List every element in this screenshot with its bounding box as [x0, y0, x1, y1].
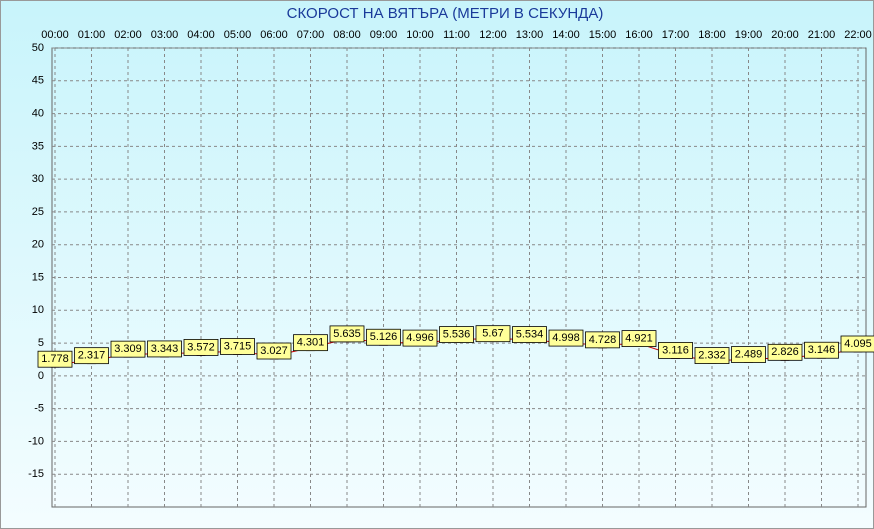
value-label: 4.921 [625, 332, 653, 344]
x-tick-label: 04:00 [187, 29, 215, 41]
chart-title: СКОРОСТ НА ВЯТЪРА (МЕТРИ В СЕКУНДА) [287, 5, 604, 22]
value-label-box [585, 331, 620, 349]
value-label-box [366, 328, 401, 346]
value-label-box [512, 326, 547, 343]
value-label: 4.728 [589, 334, 617, 346]
value-label: 5.67 [482, 328, 503, 340]
x-tick-label: 18:00 [698, 29, 726, 41]
value-label-box [256, 342, 292, 360]
value-label: 4.301 [297, 337, 325, 349]
y-tick-label: -15 [28, 468, 44, 480]
value-label-box [293, 334, 328, 352]
x-tick-label: 14:00 [552, 29, 580, 41]
value-label-box [658, 342, 693, 359]
y-tick-label: 45 [32, 75, 44, 87]
value-label: 5.536 [443, 328, 471, 340]
value-label: 3.027 [260, 345, 288, 357]
value-label: 2.317 [78, 350, 106, 362]
y-tick-label: 50 [32, 42, 44, 54]
x-tick-label: 16:00 [625, 29, 653, 41]
value-label: 3.715 [224, 340, 252, 352]
value-label-box [183, 339, 219, 356]
value-label: 3.343 [151, 343, 179, 355]
value-label: 5.534 [516, 328, 544, 340]
value-label-box [37, 350, 73, 368]
value-label: 3.116 [662, 344, 689, 356]
x-tick-label: 00:00 [41, 29, 69, 41]
x-tick-label: 13:00 [516, 29, 544, 41]
y-tick-label: 35 [32, 140, 44, 152]
value-label: 4.998 [552, 332, 580, 344]
y-tick-label: -5 [34, 403, 44, 415]
value-label-box [220, 338, 255, 355]
value-label: 3.572 [187, 341, 215, 353]
y-tick-label: 20 [32, 239, 44, 251]
value-label: 3.146 [808, 344, 836, 356]
y-tick-label: 40 [32, 107, 44, 119]
value-label-box [439, 326, 474, 343]
x-tick-label: 07:00 [297, 29, 325, 41]
x-tick-label: 11:00 [443, 29, 470, 41]
value-label-box [694, 347, 730, 364]
y-tick-label: 25 [32, 206, 44, 218]
value-label: 5.126 [370, 331, 398, 343]
x-tick-label: 19:00 [735, 29, 763, 41]
value-label: 1.778 [41, 353, 69, 365]
value-label-box [329, 325, 365, 343]
value-label-box [110, 340, 146, 358]
value-label: 2.332 [698, 349, 726, 361]
value-label-box [475, 325, 511, 343]
x-tick-label: 15:00 [589, 29, 617, 41]
y-tick-label: -10 [28, 435, 44, 447]
x-tick-label: 08:00 [333, 29, 361, 41]
y-tick-label: 15 [32, 271, 44, 283]
y-tick-label: 10 [32, 304, 44, 316]
x-tick-label: 03:00 [151, 29, 179, 41]
value-label: 5.635 [333, 328, 361, 340]
value-label: 4.095 [844, 338, 872, 350]
value-label-box [74, 347, 109, 365]
value-label: 3.309 [114, 343, 142, 355]
y-tick-label: 5 [38, 337, 44, 349]
value-label-box [767, 343, 803, 361]
x-tick-label: 09:00 [370, 29, 398, 41]
value-label-box [147, 340, 182, 358]
x-tick-label: 06:00 [260, 29, 288, 41]
value-label-box [840, 335, 874, 353]
x-tick-label: 01:00 [78, 29, 106, 41]
value-label: 2.826 [771, 346, 799, 358]
value-label-box [731, 346, 766, 363]
x-tick-label: 21:00 [808, 29, 836, 41]
x-tick-label: 05:00 [224, 29, 252, 41]
value-label-box [548, 329, 584, 347]
x-tick-label: 20:00 [771, 29, 799, 41]
x-tick-label: 10:00 [406, 29, 434, 41]
x-tick-label: 22:00 [844, 29, 872, 41]
x-tick-label: 12:00 [479, 29, 507, 41]
x-tick-label: 17:00 [662, 29, 690, 41]
value-label-box [621, 330, 657, 347]
x-tick-label: 02:00 [114, 29, 142, 41]
y-tick-label: 30 [32, 173, 44, 185]
value-label-box [402, 329, 438, 347]
y-tick-label: 0 [38, 370, 44, 382]
value-label-box [804, 341, 839, 359]
value-label: 4.996 [406, 332, 434, 344]
value-label: 2.489 [735, 348, 763, 360]
